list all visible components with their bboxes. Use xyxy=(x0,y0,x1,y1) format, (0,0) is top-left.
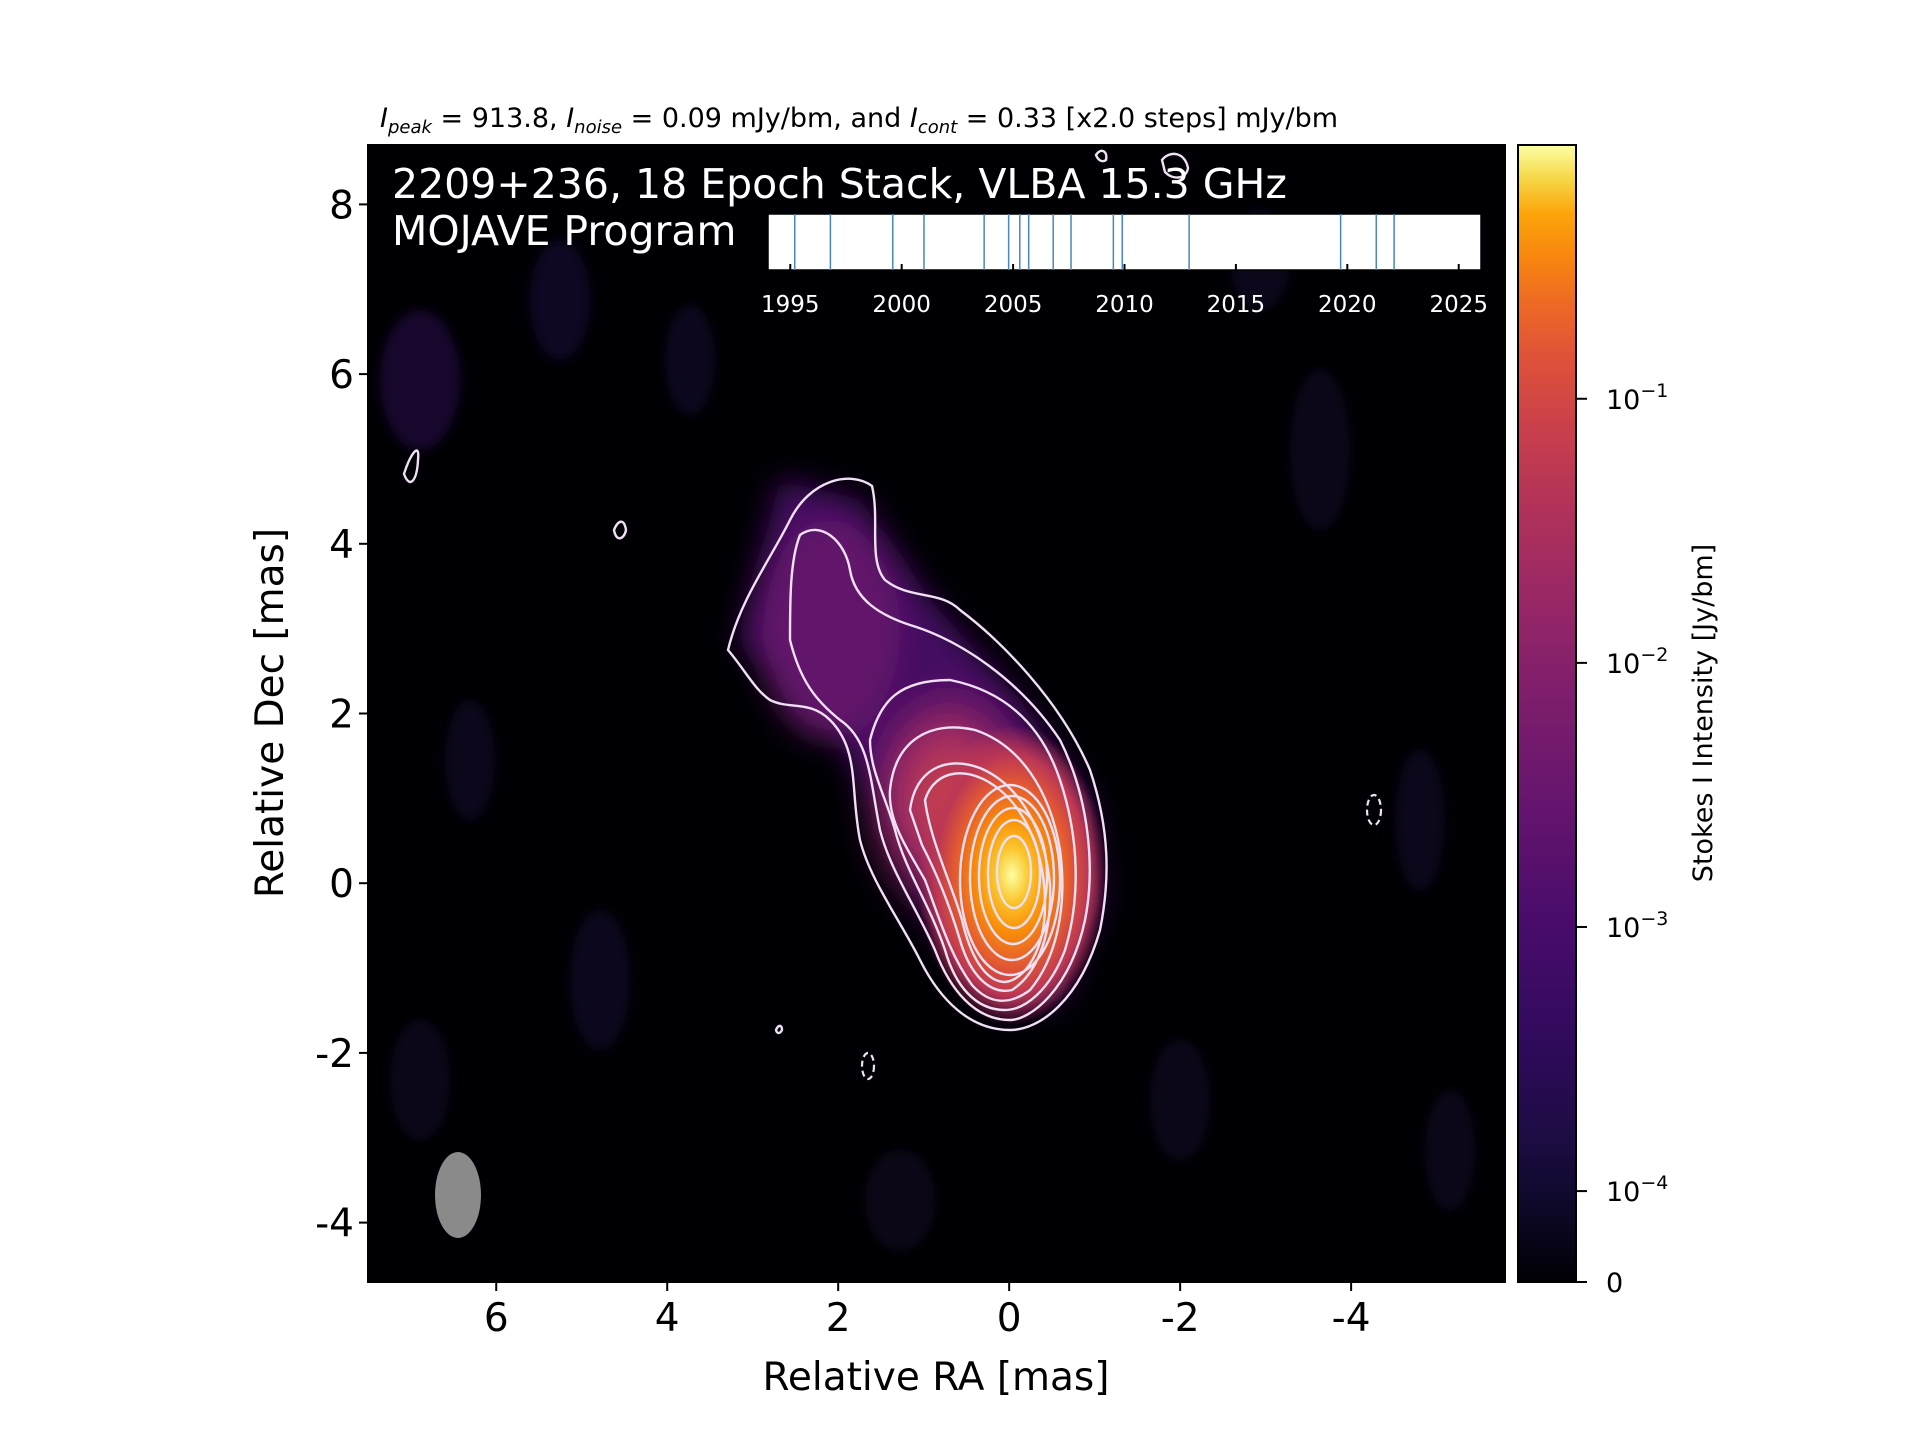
colorbar-tick-label: 10−2 xyxy=(1606,644,1668,680)
x-tick-label: 4 xyxy=(655,1296,680,1341)
negative-contours xyxy=(860,793,1383,1081)
timeline-tick-label: 2010 xyxy=(1095,292,1154,318)
y-tick-label: 8 xyxy=(329,183,354,228)
colorbar-label: Stokes I Intensity [Jy/bm] xyxy=(1688,544,1719,882)
header-line: Ipeak = 913.8, Inoise = 0.09 mJy/bm, and… xyxy=(380,103,1338,138)
timeline-tick-label: 2000 xyxy=(872,292,931,318)
y-tick-label: 6 xyxy=(329,353,354,398)
epoch-timeline: 1995 2000 2005 2010 2015 2020 2025 xyxy=(761,213,1488,318)
y-tick-label: 4 xyxy=(329,523,354,568)
y-axis-label: Relative Dec [mas] xyxy=(248,528,293,898)
beam-ellipse xyxy=(435,1152,481,1238)
y-tick-label: 2 xyxy=(329,693,354,738)
x-tick-label: 6 xyxy=(484,1296,509,1341)
colorbar-tick-label: 10−4 xyxy=(1606,1172,1668,1208)
timeline-ticks: 1995 2000 2005 2010 2015 2020 2025 xyxy=(761,264,1488,318)
source-label: 2209+236, 18 Epoch Stack, VLBA 15.3 GHz xyxy=(392,160,1287,208)
x-axis-label: Relative RA [mas] xyxy=(763,1355,1110,1400)
timeline-tick-label: 2020 xyxy=(1318,292,1377,318)
y-tick-label: 0 xyxy=(329,862,354,907)
y-tick-label: -2 xyxy=(315,1032,354,1077)
timeline-tick-label: 2025 xyxy=(1429,292,1488,318)
colorbar-tick-label: 10−3 xyxy=(1606,908,1668,944)
x-tick-label: 0 xyxy=(997,1296,1022,1341)
x-tick-label: -2 xyxy=(1161,1296,1200,1341)
x-tick-label: -4 xyxy=(1332,1296,1371,1341)
y-axis: 8 6 4 2 0 -2 -4 xyxy=(315,183,368,1247)
program-label: MOJAVE Program xyxy=(392,207,736,255)
x-axis: 6 4 2 0 -2 -4 xyxy=(484,1282,1371,1341)
colorbar-gradient xyxy=(1517,144,1577,1283)
contours xyxy=(402,149,1190,1035)
image-panel xyxy=(368,145,1505,1282)
colorbar-tick-label: 10−1 xyxy=(1606,380,1668,416)
x-tick-label: 2 xyxy=(826,1296,851,1341)
timeline-tick-label: 2015 xyxy=(1207,292,1266,318)
timeline-tick-label: 2005 xyxy=(984,292,1043,318)
colorbar: 10−1 10−2 10−3 10−4 0 Stokes I Intensity [Jy… xyxy=(1517,144,1719,1299)
timeline-box xyxy=(767,213,1482,271)
epoch-lines xyxy=(793,214,1395,270)
timeline-tick-label: 1995 xyxy=(761,292,820,318)
colorbar-tick-label: 0 xyxy=(1606,1268,1623,1299)
colorbar-ticks: 10−1 10−2 10−3 10−4 0 xyxy=(1576,380,1668,1299)
y-tick-label: -4 xyxy=(315,1202,354,1247)
